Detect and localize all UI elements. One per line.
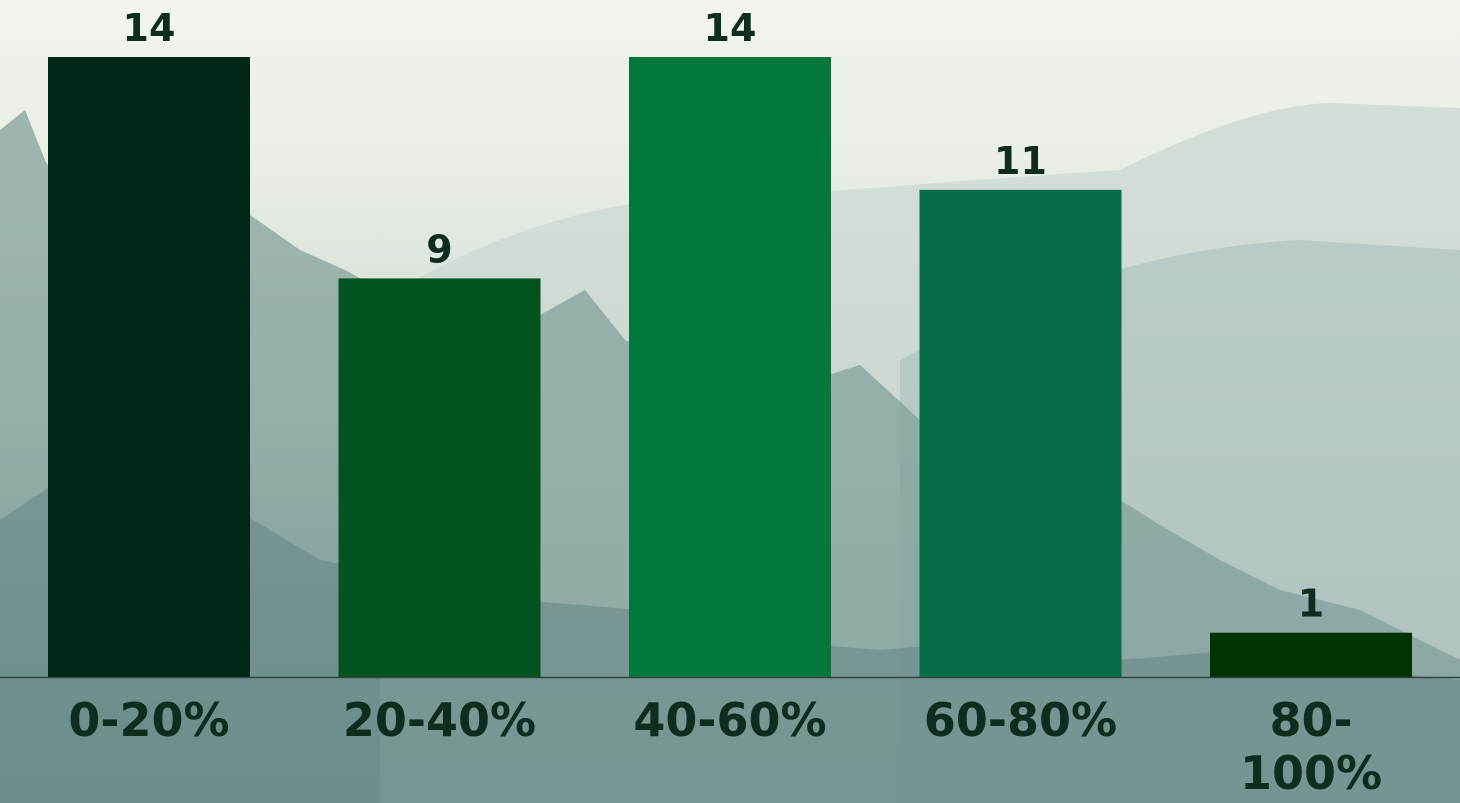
data-label-3: 14 — [704, 6, 757, 50]
category-label-2: 20-40% — [343, 693, 536, 747]
bar-3 — [629, 57, 831, 677]
category-label-3: 40-60% — [633, 693, 826, 747]
category-label-4: 60-80% — [924, 693, 1117, 747]
bar-2 — [338, 278, 541, 677]
data-label-4: 11 — [994, 139, 1047, 183]
bar-4 — [919, 189, 1122, 677]
data-label-1: 14 — [123, 6, 176, 50]
category-label-5: 80-100% — [1240, 693, 1382, 800]
bar-5 — [1210, 632, 1412, 677]
category-label-1: 0-20% — [68, 693, 229, 747]
data-label-2: 9 — [426, 227, 452, 271]
data-label-5: 1 — [1298, 582, 1324, 626]
bar-1 — [48, 57, 250, 677]
